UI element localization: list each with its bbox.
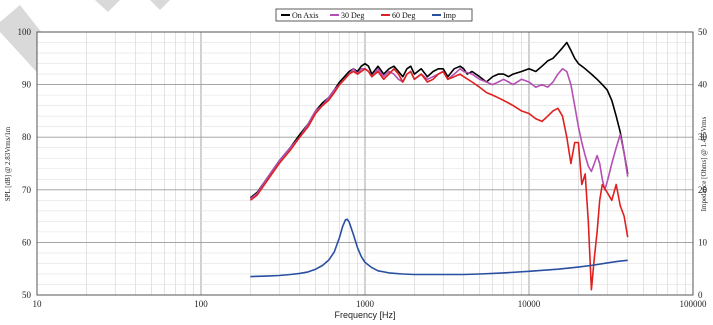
y-tick-labels: 50 60 70 80 90 100	[18, 27, 32, 300]
x-tick-labels: 10 100 1000 10000 100000	[33, 299, 708, 309]
y2-axis-title: Impedance [Ohms] @ 1.415Vrms	[700, 116, 708, 211]
y2-tick-label: 20	[698, 185, 708, 195]
y2-tick-label: 0	[698, 290, 703, 300]
y2-tick-label: 50	[698, 27, 708, 37]
y-tick-label: 60	[22, 237, 32, 247]
y-tick-label: 80	[22, 132, 32, 142]
y-tick-label: 100	[18, 27, 32, 37]
legend-label-30-deg: 30 Deg	[341, 11, 364, 20]
grid	[37, 32, 693, 295]
x-axis-title: Frequency [Hz]	[334, 310, 395, 320]
x-tick-label: 100000	[680, 299, 708, 309]
y-tick-label: 50	[22, 290, 32, 300]
y2-tick-label: 10	[698, 237, 708, 247]
legend-box	[275, 8, 473, 22]
series-line-imp	[250, 218, 628, 278]
y-tick-label: 70	[22, 185, 32, 195]
x-tick-label: 1000	[356, 299, 375, 309]
series-line-60-deg	[249, 68, 629, 291]
y2-tick-label: 40	[698, 80, 708, 90]
series-group	[249, 41, 629, 291]
y-axis-title: SPL [dB] @ 2.83Vrms/1m	[4, 126, 12, 201]
x-tick-label: 100	[194, 299, 208, 309]
x-tick-label: 10000	[518, 299, 541, 309]
plot-frame	[36, 31, 694, 296]
legend-label-60-deg: 60 Deg	[392, 11, 415, 20]
y-tick-label: 90	[22, 80, 32, 90]
y2-tick-label: 30	[698, 132, 708, 142]
series-line-on-axis	[249, 41, 629, 199]
legend-label-imp: Imp	[443, 11, 456, 20]
x-tick-label: 10	[33, 299, 43, 309]
legend-items: On Axis 30 Deg 60 Deg Imp	[281, 11, 456, 20]
legend-label-on-axis: On Axis	[292, 11, 318, 20]
legend: On Axis 30 Deg 60 Deg Imp	[275, 8, 473, 22]
y2-tick-labels: 0 10 20 30 40 50	[698, 27, 708, 300]
